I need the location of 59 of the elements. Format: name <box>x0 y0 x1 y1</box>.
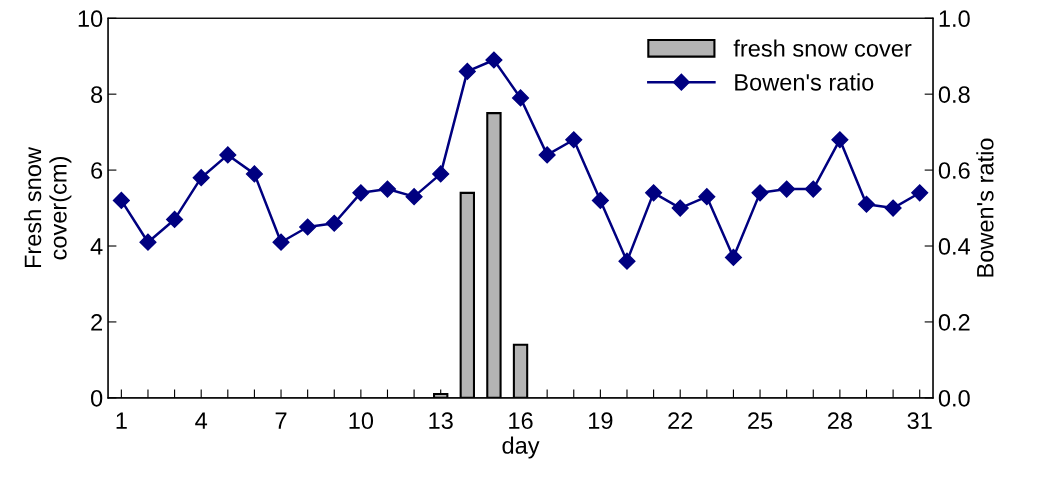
point <box>511 89 530 107</box>
y2-axis-title: Bowen's ratio <box>976 138 994 277</box>
point <box>645 184 663 202</box>
x-tick-label: 13 <box>429 412 453 430</box>
point <box>538 146 556 164</box>
point <box>911 184 929 202</box>
point <box>192 169 210 187</box>
y-tick-label: 10 <box>78 10 103 28</box>
legend-label: fresh snow cover <box>733 39 912 57</box>
x-tick-label: 1 <box>116 412 127 429</box>
x-tick-label: 7 <box>275 412 287 429</box>
y-tick-label: 2 <box>91 314 103 331</box>
point <box>325 214 343 232</box>
y2-tick-label: 0.6 <box>938 162 970 179</box>
y-tick-label: 4 <box>90 238 103 255</box>
point <box>698 188 716 206</box>
x-tick-label: 31 <box>907 412 932 430</box>
point <box>432 165 450 183</box>
point <box>458 62 476 80</box>
point <box>485 51 503 69</box>
x-tick-label: 28 <box>827 412 852 430</box>
point <box>352 184 370 202</box>
y2-tick-label: 0.0 <box>938 389 970 407</box>
y2-tick-label: 0.2 <box>938 314 970 331</box>
point <box>778 180 796 198</box>
point <box>884 199 902 217</box>
point <box>804 180 822 198</box>
point <box>671 199 689 217</box>
point <box>591 191 609 210</box>
y-tick-label: 6 <box>91 162 103 179</box>
y-tick-label: 0 <box>90 389 103 407</box>
legend-label: Bowen's ratio <box>735 73 874 91</box>
x-axis-title: day <box>502 436 540 459</box>
point <box>831 131 849 149</box>
y2-tick-label: 1.0 <box>939 10 970 28</box>
point <box>378 180 397 198</box>
y-axis-title: Fresh snow cover(cm) <box>23 146 72 268</box>
y2-tick-label: 0.4 <box>938 238 971 255</box>
x-tick-label: 4 <box>195 412 208 429</box>
point <box>245 165 263 183</box>
point <box>618 252 636 270</box>
point <box>139 233 157 251</box>
x-tick-label: 25 <box>748 412 773 430</box>
point <box>166 210 184 228</box>
x-tick-label: 22 <box>668 412 693 429</box>
point <box>724 248 742 266</box>
point <box>751 184 769 202</box>
x-tick-label: 10 <box>349 412 374 430</box>
point <box>299 218 317 236</box>
point <box>405 188 423 206</box>
point <box>857 195 876 213</box>
y-tick-label: 8 <box>91 86 103 103</box>
point <box>219 146 237 164</box>
x-tick-label: 16 <box>509 412 533 430</box>
x-tick-label: 19 <box>589 412 613 430</box>
point <box>272 233 290 251</box>
point <box>112 191 130 210</box>
point <box>565 131 583 149</box>
y2-tick-label: 0.8 <box>938 86 970 103</box>
